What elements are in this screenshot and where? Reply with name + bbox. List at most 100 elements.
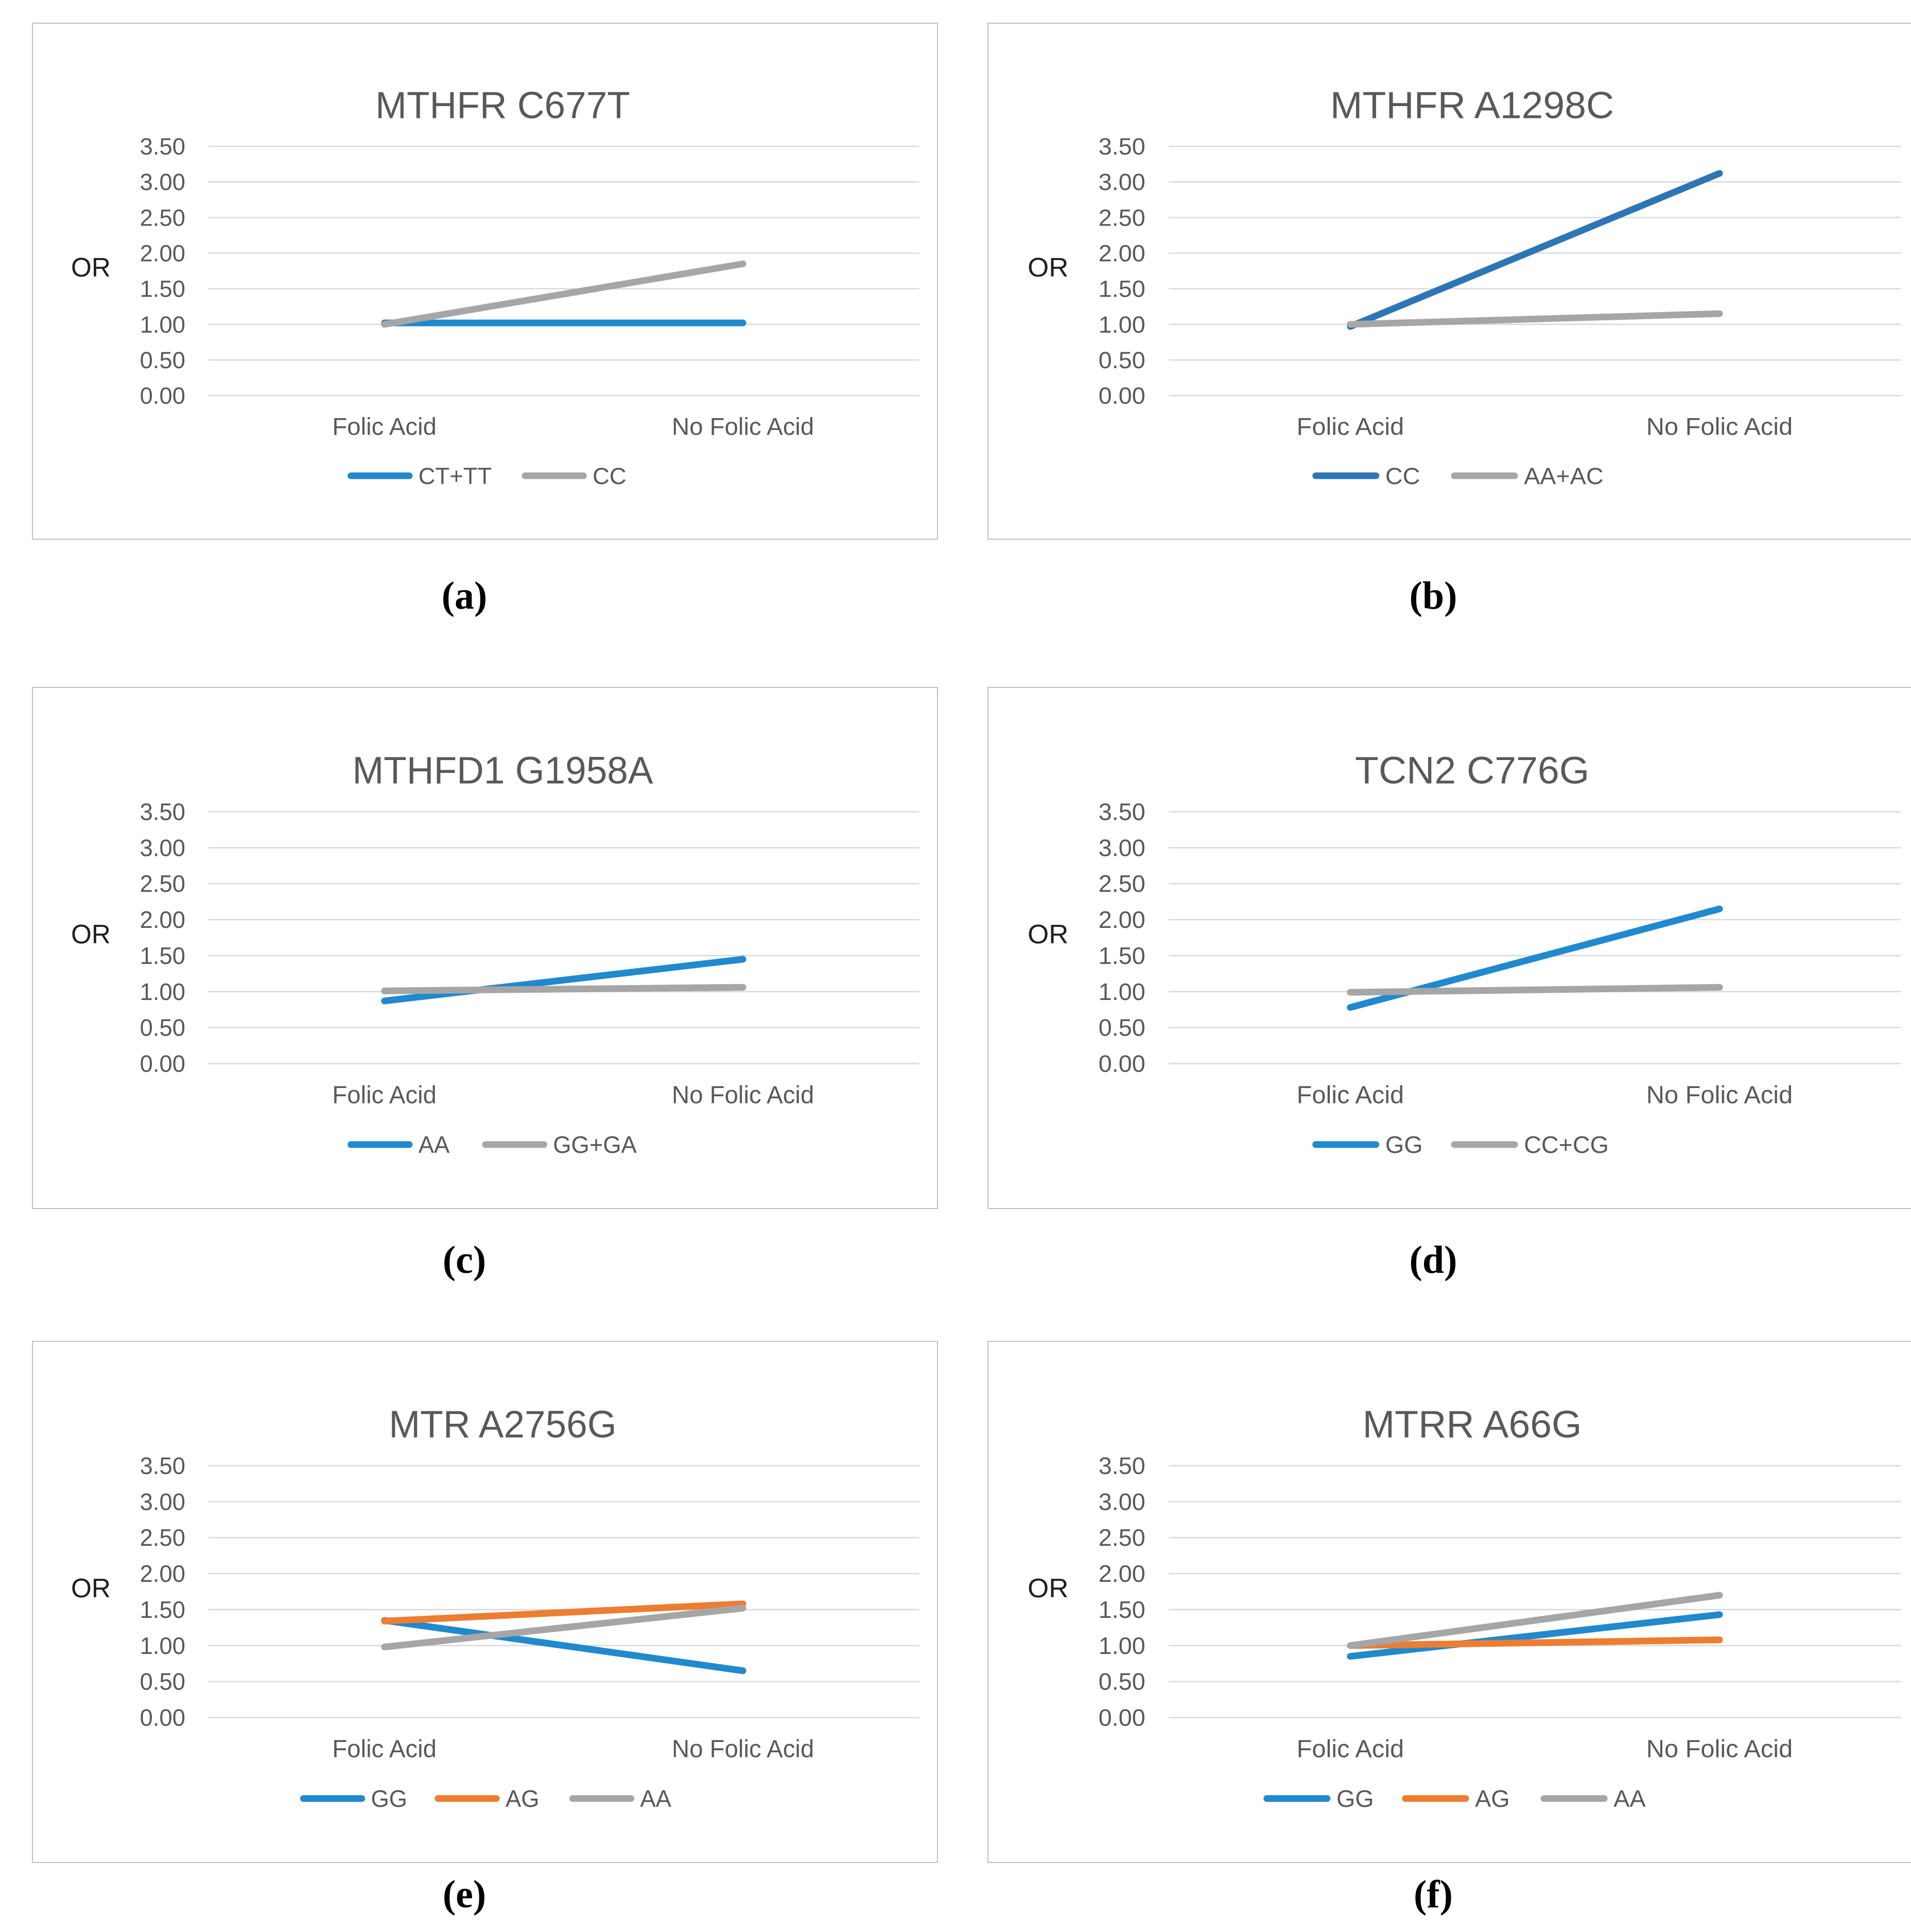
chart-panel-e: 3.50 3.00 2.50 2.00 1.50 1.00 0.50 0.00 MTR A275… <box>32 1341 938 1863</box>
y-tick-label: 3.50 <box>1099 1453 1145 1479</box>
legend-label-AA+AC: AA+AC <box>1524 462 1603 489</box>
y-tick-label: 2.50 <box>1099 871 1145 898</box>
legend-label-AA: AA <box>419 1131 450 1158</box>
legend-label-CC: CC <box>593 463 627 489</box>
y-tick-label: 3.00 <box>140 1489 185 1515</box>
y-tick-label: 0.00 <box>1099 1704 1145 1731</box>
legend-label-CC: CC <box>1385 462 1420 489</box>
series-line-GG+GA <box>381 984 746 994</box>
panel-label-a: (a) <box>441 574 488 617</box>
legend-label-CT+TT: CT+TT <box>419 463 492 489</box>
y-axis-title: OR <box>1028 920 1068 950</box>
y-tick-label: 1.50 <box>1099 275 1145 302</box>
y-tick-label: 0.50 <box>140 1014 185 1041</box>
panel-label-d: (d) <box>1409 1238 1457 1282</box>
line-chart-d: 3.50 3.00 2.50 2.00 1.50 1.00 0.50 0.00 TCN2 C77… <box>1028 749 1901 1158</box>
line-chart-e: 3.50 3.00 2.50 2.00 1.50 1.00 0.50 0.00 MTR A275… <box>71 1403 919 1812</box>
category-label: No Folic Acid <box>1646 413 1793 440</box>
category-label: Folic Acid <box>332 1081 437 1109</box>
y-tick-label: 0.50 <box>1099 1668 1145 1695</box>
panel-label-f: (f) <box>1414 1873 1453 1916</box>
line-chart-b: 3.50 3.00 2.50 2.00 1.50 1.00 0.50 0.00 MTHFR A1… <box>1028 84 1901 489</box>
series-line-AA <box>381 1605 746 1651</box>
category-label: No Folic Acid <box>672 1735 814 1763</box>
y-tick-label: 3.50 <box>140 799 185 825</box>
series-line-AA+AC <box>1347 310 1723 328</box>
legend-label-CC+CG: CC+CG <box>1524 1131 1609 1158</box>
chart-panel-a: 3.50 3.00 2.50 2.00 1.50 1.00 0.50 0.00 MTHFR C6… <box>32 23 938 540</box>
y-tick-label: 1.50 <box>140 1597 185 1623</box>
series-line-CC <box>381 260 746 328</box>
legend-label-AA: AA <box>640 1785 671 1812</box>
y-axis-title: OR <box>71 252 111 282</box>
y-tick-label: 2.00 <box>1099 240 1145 266</box>
category-label: No Folic Acid <box>1646 1735 1793 1763</box>
y-tick-label: 1.50 <box>140 275 185 302</box>
legend-label-AG: AG <box>1475 1785 1509 1812</box>
y-axis-title: OR <box>71 919 111 949</box>
category-label: Folic Acid <box>1297 1081 1404 1109</box>
category-label: Folic Acid <box>1297 413 1404 440</box>
y-tick-label: 3.50 <box>140 1453 185 1479</box>
legend-label-GG: GG <box>371 1785 408 1812</box>
y-tick-label: 3.00 <box>1099 1489 1145 1515</box>
chart-panel-b: 3.50 3.00 2.50 2.00 1.50 1.00 0.50 0.00 MTHFR A1… <box>987 23 1911 540</box>
y-tick-label: 2.50 <box>140 871 185 897</box>
y-tick-label: 3.00 <box>140 169 185 195</box>
y-tick-label: 3.00 <box>140 835 185 861</box>
y-tick-label: 1.00 <box>1099 978 1145 1005</box>
line-chart-c: 3.50 3.00 2.50 2.00 1.50 1.00 0.50 0.00 MTHFD1 G… <box>71 749 919 1158</box>
y-tick-label: 1.00 <box>1099 1632 1145 1659</box>
y-tick-label: 2.50 <box>140 204 185 231</box>
series-line-AA <box>1347 1592 1723 1649</box>
chart-title: TCN2 C776G <box>1355 749 1589 791</box>
y-tick-label: 2.00 <box>1099 906 1145 933</box>
y-tick-label: 3.00 <box>1099 835 1145 861</box>
y-tick-label: 3.50 <box>140 133 185 160</box>
y-tick-label: 0.50 <box>1099 1014 1145 1041</box>
series-line-AG <box>1347 1636 1723 1649</box>
chart-panel-d: 3.50 3.00 2.50 2.00 1.50 1.00 0.50 0.00 TCN2 C77… <box>987 687 1911 1209</box>
panel-label-b: (b) <box>1409 574 1457 617</box>
chart-title: MTR A2756G <box>389 1403 616 1446</box>
y-tick-label: 1.50 <box>1099 942 1145 969</box>
y-tick-label: 3.50 <box>1099 799 1145 825</box>
legend-label-GG+GA: GG+GA <box>553 1131 637 1158</box>
series-line-GG <box>1347 1611 1723 1660</box>
y-axis-title: OR <box>71 1573 111 1603</box>
chart-title: MTHFD1 G1958A <box>352 749 653 792</box>
y-tick-label: 1.50 <box>140 943 185 969</box>
y-tick-label: 0.00 <box>140 1704 185 1731</box>
y-tick-label: 3.50 <box>1099 133 1145 159</box>
chart-title: MTHFR C677T <box>375 84 630 126</box>
category-label: No Folic Acid <box>1646 1081 1793 1109</box>
series-line-AA <box>381 956 746 1005</box>
y-tick-label: 2.50 <box>1099 1525 1145 1551</box>
legend-label-AA: AA <box>1613 1785 1645 1812</box>
series-line-CC+CG <box>1347 984 1723 996</box>
chart-panel-f: 3.50 3.00 2.50 2.00 1.50 1.00 0.50 0.00 MTRR A66… <box>987 1341 1911 1863</box>
category-label: No Folic Acid <box>672 1081 814 1109</box>
series-line-CC <box>1347 170 1723 330</box>
y-tick-label: 2.00 <box>1099 1560 1145 1587</box>
y-tick-label: 2.00 <box>140 907 185 933</box>
legend-label-GG: GG <box>1336 1785 1374 1812</box>
y-tick-label: 0.50 <box>1099 347 1145 373</box>
category-label: Folic Acid <box>332 1735 437 1763</box>
series-line-AG <box>381 1600 746 1625</box>
legend-label-AG: AG <box>506 1785 540 1812</box>
chart-title: MTHFR A1298C <box>1330 84 1614 126</box>
panel-label-e: (e) <box>442 1873 487 1916</box>
legend-label-GG: GG <box>1385 1131 1423 1158</box>
y-tick-label: 0.50 <box>140 1668 185 1695</box>
line-chart-a: 3.50 3.00 2.50 2.00 1.50 1.00 0.50 0.00 MTHFR C6… <box>71 84 919 489</box>
panel-label-c: (c) <box>442 1238 487 1282</box>
y-tick-label: 2.50 <box>1099 204 1145 231</box>
chart-title: MTRR A66G <box>1363 1403 1582 1445</box>
y-axis-title: OR <box>1028 253 1068 283</box>
y-axis-title: OR <box>1028 1574 1068 1603</box>
y-tick-label: 2.50 <box>140 1525 185 1551</box>
y-tick-label: 0.00 <box>1099 1050 1145 1077</box>
category-label: No Folic Acid <box>672 413 814 440</box>
